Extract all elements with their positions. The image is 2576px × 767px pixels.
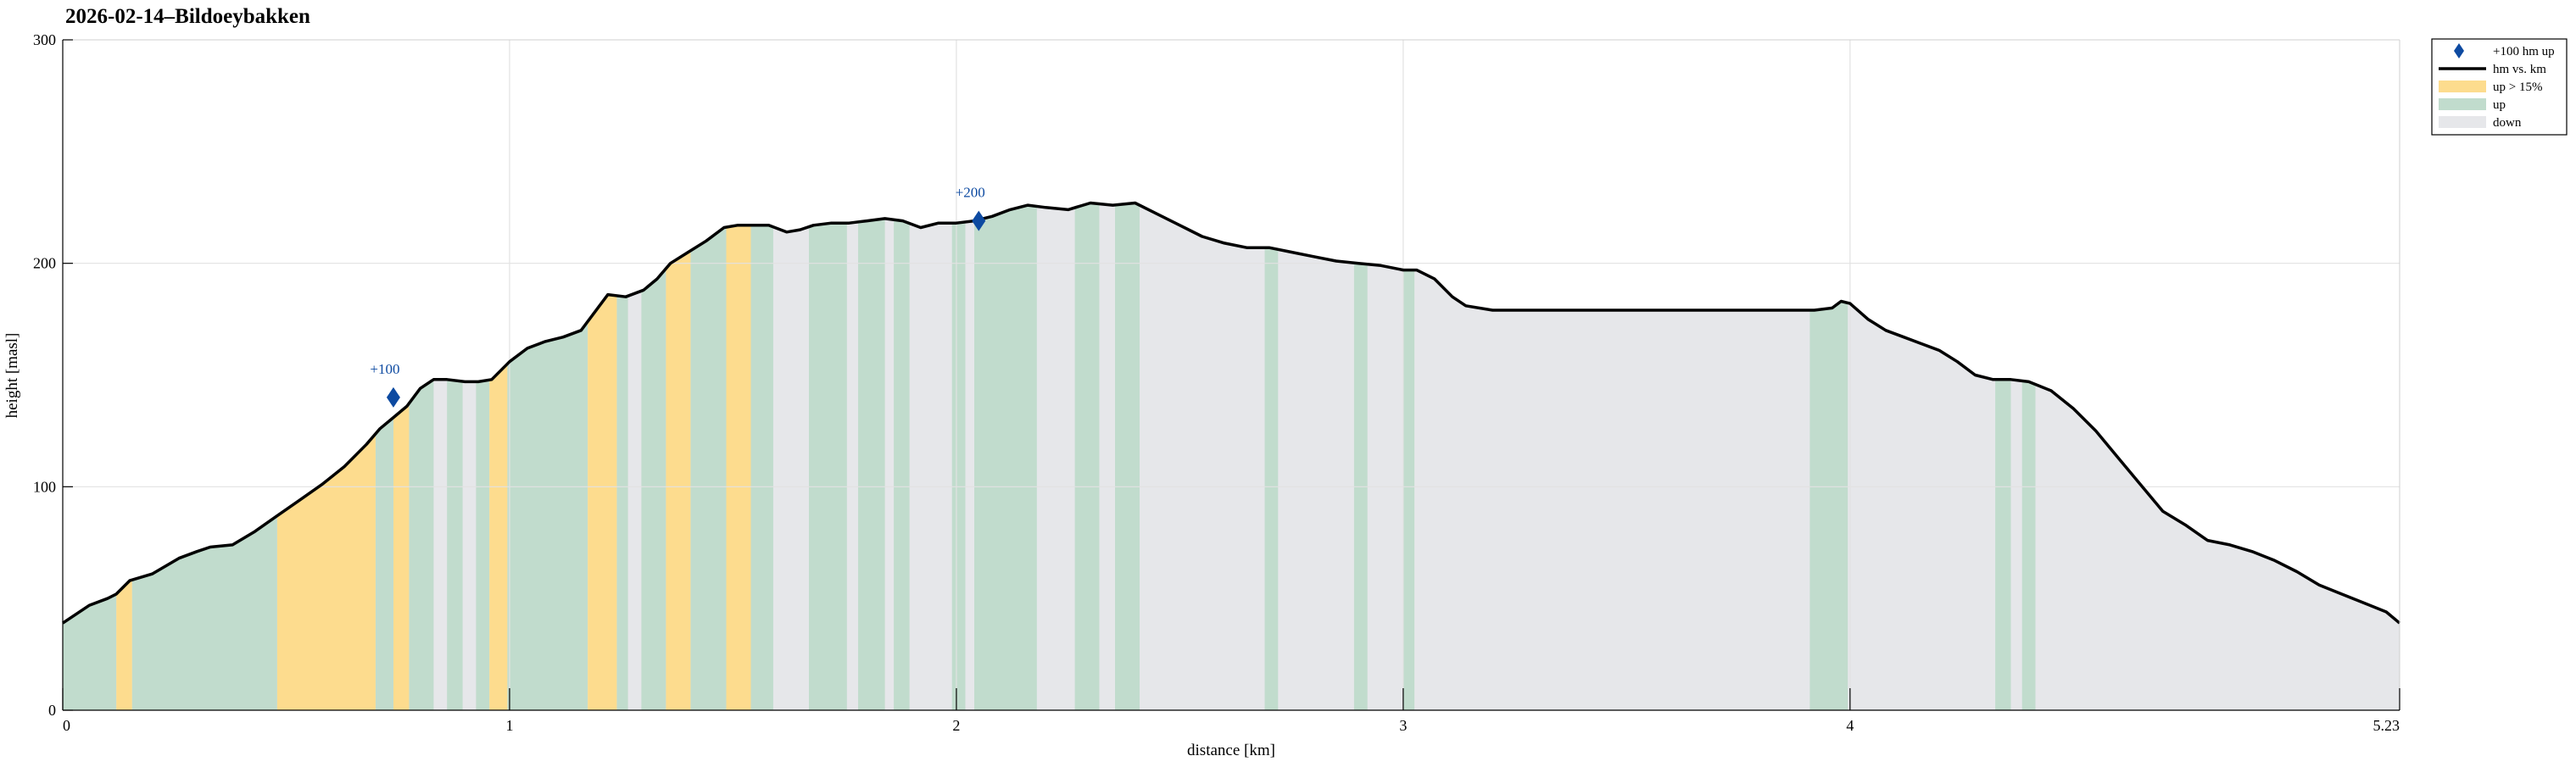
profile-line	[62, 201, 2401, 625]
marker-label: +200	[956, 185, 985, 201]
up-band	[375, 417, 393, 710]
x-tick-label: 4	[1846, 717, 1854, 734]
hm-up-marker	[972, 210, 986, 231]
up-band	[750, 225, 773, 710]
hm-up-marker	[386, 386, 400, 408]
up-band	[951, 221, 966, 710]
legend-diamond-icon	[2454, 43, 2464, 58]
up-band	[1995, 379, 2011, 710]
slope-bands	[63, 203, 2400, 711]
up-band	[894, 220, 910, 710]
up-band	[1402, 270, 1415, 711]
steep-up-band	[588, 294, 617, 710]
legend-patch-icon	[2439, 98, 2486, 110]
legend-label: down	[2493, 116, 2522, 130]
up-band	[641, 268, 666, 710]
up-band	[63, 593, 117, 710]
steep-up-band	[116, 580, 132, 710]
x-tick-label: 1	[505, 717, 513, 734]
y-axis-label: height [masl]	[3, 333, 21, 419]
x-tick-label: 2	[952, 717, 960, 734]
marker-layer: +100 +200	[370, 185, 986, 408]
steep-up-band	[489, 364, 508, 710]
up-band	[616, 295, 628, 710]
up-band	[858, 218, 885, 710]
up-band	[409, 379, 434, 710]
up-band	[1074, 203, 1100, 710]
up-band	[690, 227, 727, 710]
marker-label: +100	[370, 361, 399, 377]
x-tick-label: 0	[63, 717, 70, 734]
steep-up-band	[276, 433, 376, 710]
y-tick-label: 300	[33, 31, 56, 48]
legend-label: +100 hm up	[2493, 45, 2555, 58]
legend-patch-icon	[2439, 116, 2486, 128]
up-band	[1264, 247, 1279, 710]
y-tick-label: 100	[33, 478, 56, 495]
grid-lines	[63, 40, 2400, 710]
y-tick-label: 200	[33, 255, 56, 272]
legend-patch-icon	[2439, 81, 2486, 92]
x-axis-label: distance [km]	[1187, 742, 1275, 759]
legend-label: up > 15%	[2493, 81, 2542, 94]
chart-title: 2026-02-14–Bildoeybakken	[65, 5, 310, 28]
up-band	[2021, 381, 2036, 710]
up-band	[1115, 203, 1140, 710]
steep-up-band	[726, 225, 751, 710]
legend: +100 hm up hm vs. km up > 15% up down	[2431, 38, 2568, 136]
y-tick-label: 0	[48, 702, 56, 719]
profile-line-layer	[62, 201, 2401, 625]
legend-label: hm vs. km	[2493, 63, 2546, 76]
x-tick-label: 3	[1399, 717, 1407, 734]
up-band	[447, 379, 463, 710]
up-band	[974, 205, 1037, 711]
up-band	[1809, 301, 1848, 710]
steep-up-band	[666, 250, 691, 710]
up-band	[507, 321, 588, 710]
up-band	[809, 223, 847, 710]
up-band	[131, 515, 277, 710]
x-tick-label: 5.23	[2373, 717, 2400, 734]
up-band	[476, 380, 490, 710]
steep-up-band	[393, 403, 410, 710]
axes: 0 1 2 3 4 5.23 0 100 200 300	[33, 31, 2400, 734]
legend-label: up	[2493, 98, 2506, 112]
